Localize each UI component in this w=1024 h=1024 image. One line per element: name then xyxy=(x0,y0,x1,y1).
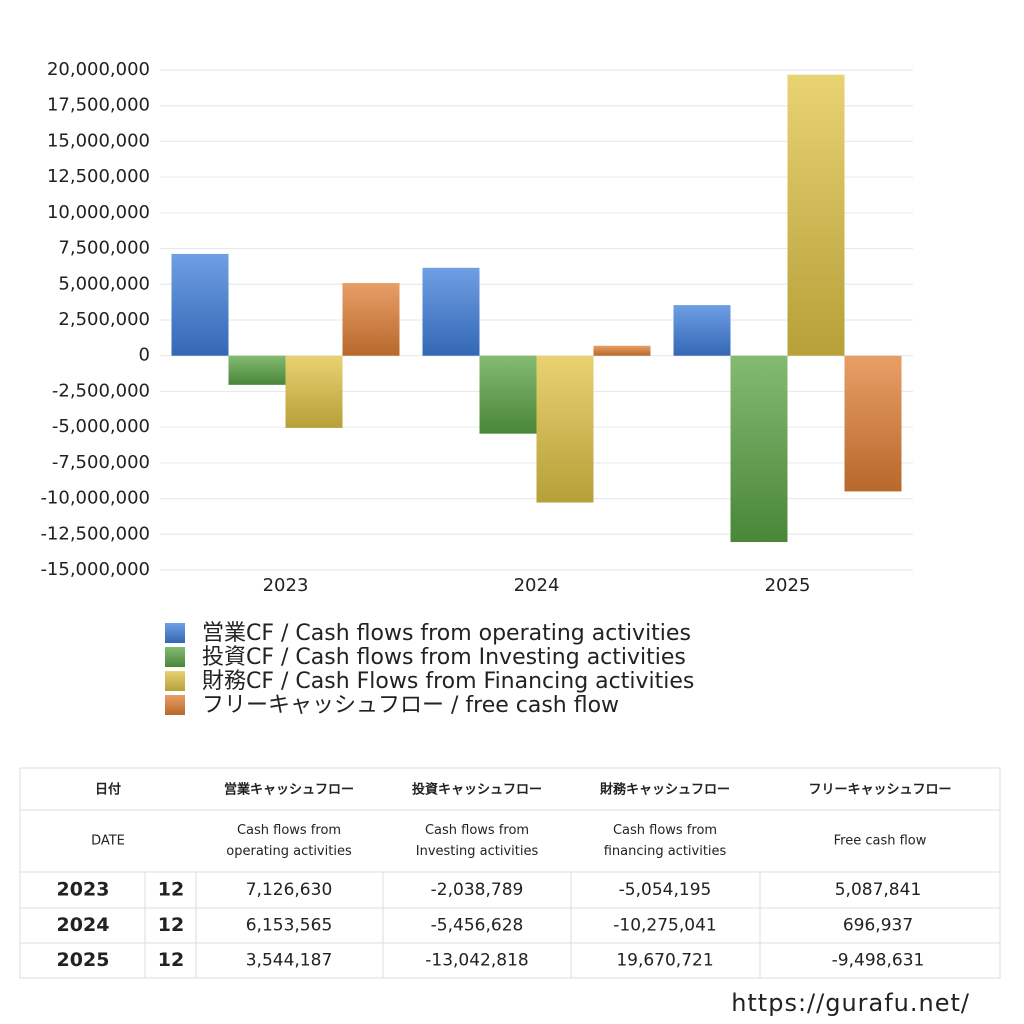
table-cell: 3,544,187 xyxy=(246,951,333,971)
bar xyxy=(171,253,229,356)
bar xyxy=(844,355,902,492)
legend-label: 財務CF / Cash Flows from Financing activit… xyxy=(202,669,694,694)
x-tick-label: 2023 xyxy=(263,575,309,596)
table-header: 財務キャッシュフロー xyxy=(599,782,730,798)
bar xyxy=(673,305,731,356)
table-subheader: Cash flows from xyxy=(237,823,341,838)
table-header: 投資キャッシュフロー xyxy=(412,782,542,798)
table-subheader: operating activities xyxy=(226,844,352,859)
y-tick-label: 15,000,000 xyxy=(47,130,150,151)
table-cell: -13,042,818 xyxy=(425,951,528,971)
legend-swatch xyxy=(165,695,185,715)
y-tick-label: -5,000,000 xyxy=(52,416,150,437)
footer-url: https://gurafu.net/ xyxy=(731,989,970,1017)
legend-label: フリーキャッシュフロー / free cash flow xyxy=(202,693,619,718)
table-cell: -5,054,195 xyxy=(619,880,712,900)
legend-label: 投資CF / Cash flows from Investing activit… xyxy=(202,645,686,670)
table-subheader: financing activities xyxy=(604,844,727,859)
table-cell: 12 xyxy=(158,879,184,901)
x-tick-label: 2025 xyxy=(765,575,811,596)
bar xyxy=(422,267,480,356)
table-cell: -10,275,041 xyxy=(613,916,716,936)
table-cell: 19,670,721 xyxy=(616,951,713,971)
table-cell: 12 xyxy=(158,914,184,936)
y-tick-label: -7,500,000 xyxy=(52,452,150,473)
table-header: フリーキャッシュフロー xyxy=(808,783,951,798)
table-cell: -2,038,789 xyxy=(431,880,524,900)
y-tick-label: -10,000,000 xyxy=(40,488,150,509)
bar xyxy=(730,355,788,543)
x-tick-label: 2024 xyxy=(514,575,560,596)
y-tick-label: 7,500,000 xyxy=(58,238,150,259)
legend-label: 営業CF / Cash flows from operating activit… xyxy=(202,621,691,646)
table-subheader: Investing activities xyxy=(416,844,539,859)
bar xyxy=(285,355,343,428)
bar xyxy=(787,74,845,356)
y-tick-label: -12,500,000 xyxy=(40,523,150,544)
table-cell: -5,456,628 xyxy=(431,916,524,936)
y-tick-label: 12,500,000 xyxy=(47,166,150,187)
legend-swatch xyxy=(165,623,185,643)
table-subheader: Cash flows from xyxy=(425,823,529,838)
bar xyxy=(228,355,286,385)
table-header: 日付 xyxy=(95,782,121,798)
y-tick-label: 10,000,000 xyxy=(47,202,150,223)
y-tick-label: 20,000,000 xyxy=(47,59,150,80)
table-cell: 2023 xyxy=(57,879,110,901)
table-header: 営業キャッシュフロー xyxy=(224,782,354,798)
y-tick-label: 5,000,000 xyxy=(58,273,150,294)
bar xyxy=(536,355,594,503)
table-subheader: Free cash flow xyxy=(834,834,927,849)
table-subheader: Cash flows from xyxy=(613,823,717,838)
table-cell: 2024 xyxy=(57,914,110,936)
y-tick-label: 17,500,000 xyxy=(47,95,150,116)
table-cell: -9,498,631 xyxy=(832,951,925,971)
bar xyxy=(479,355,537,434)
y-tick-label: -2,500,000 xyxy=(52,380,150,401)
legend-swatch xyxy=(165,647,185,667)
table-cell: 5,087,841 xyxy=(835,880,922,900)
y-tick-label: 2,500,000 xyxy=(58,309,150,330)
legend-swatch xyxy=(165,671,185,691)
table-cell: 6,153,565 xyxy=(246,916,333,936)
y-tick-label: 0 xyxy=(139,345,150,366)
table-cell: 12 xyxy=(158,949,184,971)
table-subheader: DATE xyxy=(91,834,125,849)
y-tick-label: -15,000,000 xyxy=(40,559,150,580)
bar xyxy=(342,283,400,356)
bar xyxy=(593,345,651,356)
table-cell: 696,937 xyxy=(843,916,913,936)
table-cell: 2025 xyxy=(57,949,110,971)
table-cell: 7,126,630 xyxy=(246,880,333,900)
table-border xyxy=(19,767,1001,979)
